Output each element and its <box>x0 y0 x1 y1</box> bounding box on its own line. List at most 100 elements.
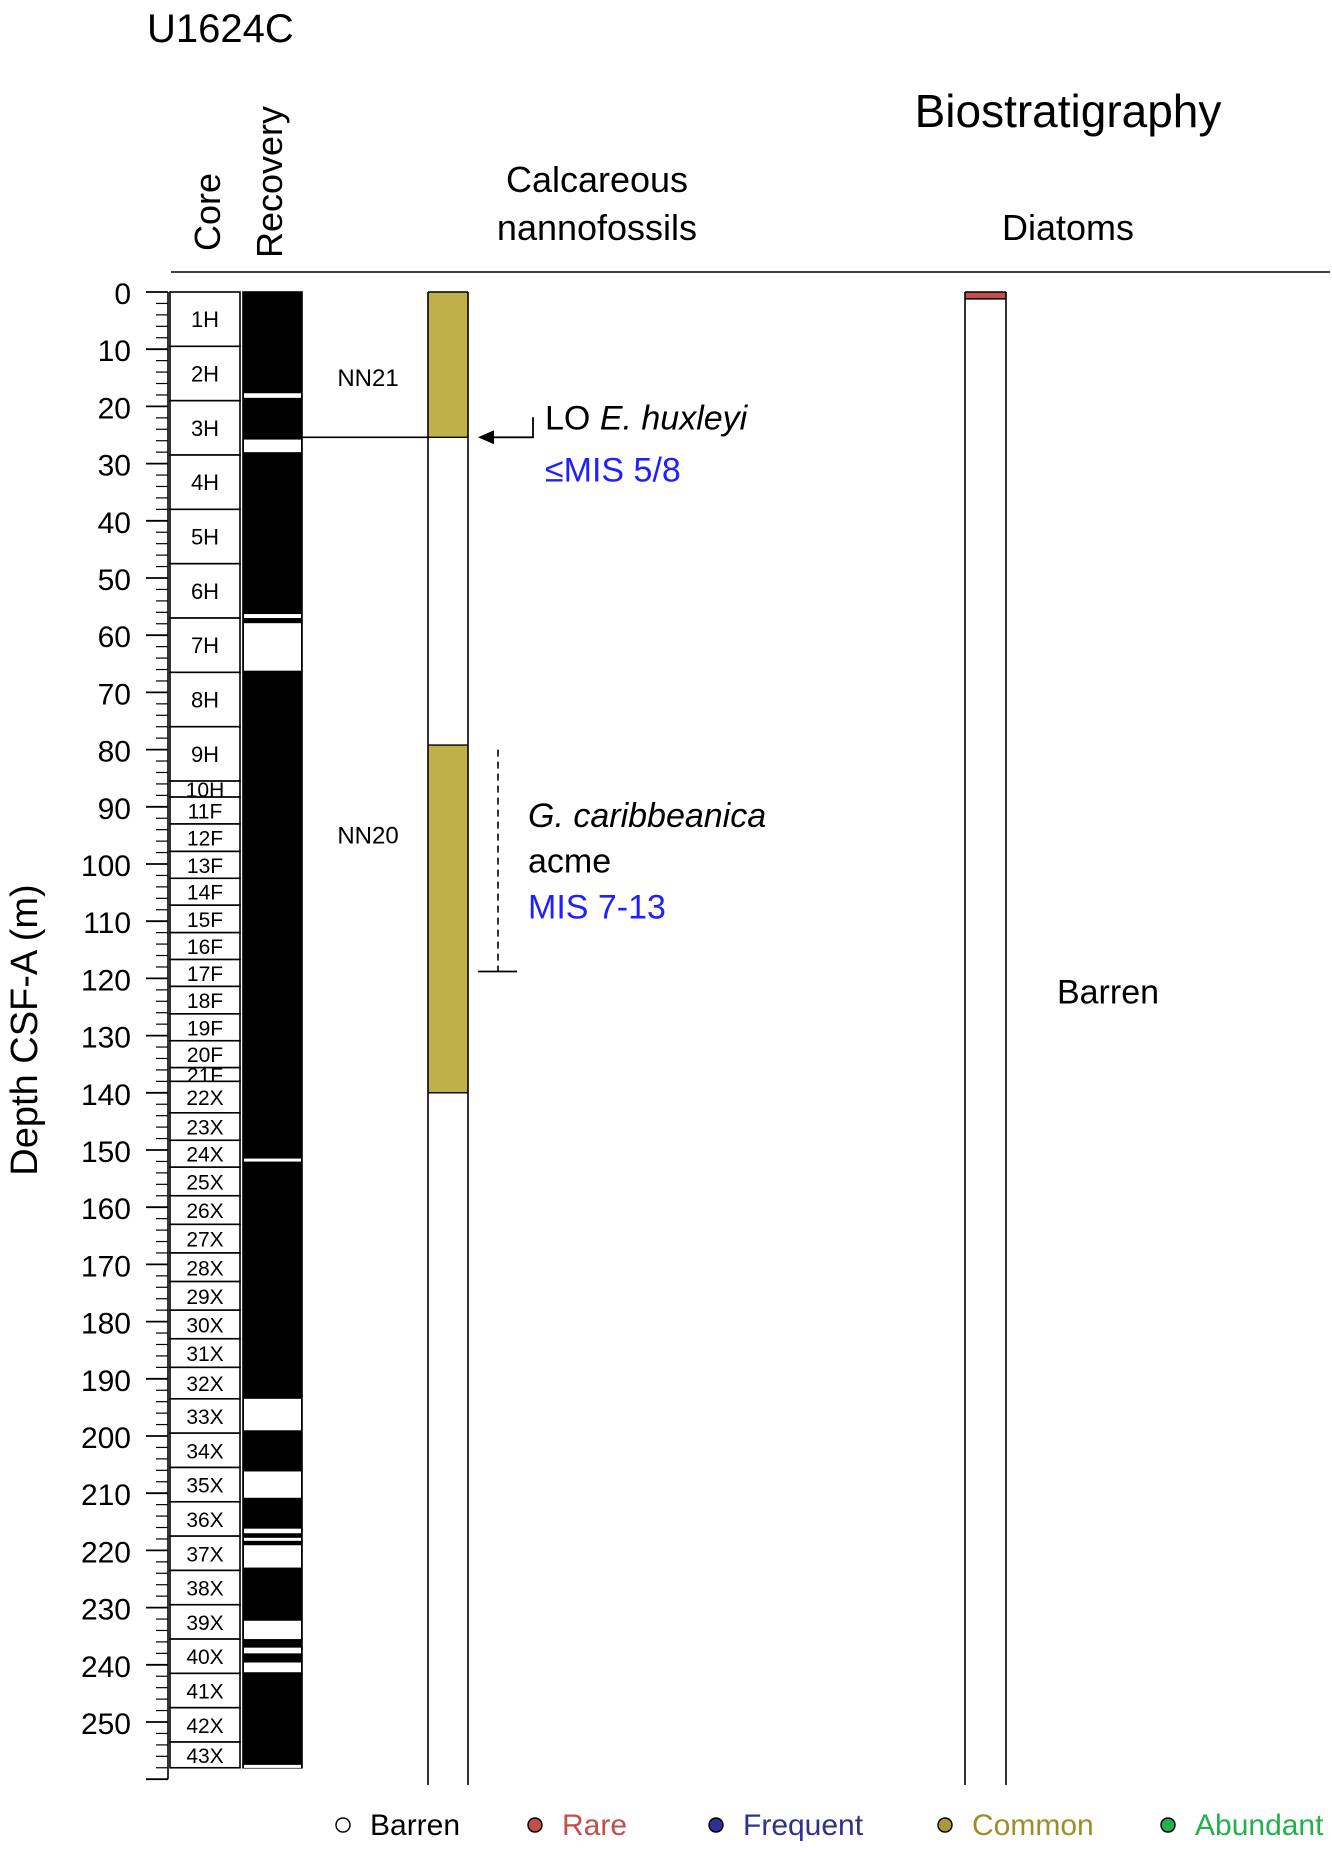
core-label: 22X <box>186 1087 223 1110</box>
core-box <box>169 1166 241 1197</box>
y-tick-label: 0 <box>114 278 131 311</box>
nannofossil-interval <box>428 745 468 1093</box>
depth-axis: 0 10 20 30 40 50 60 70 80 90 100 110 120 130 140 150 160… <box>81 278 169 1781</box>
core-box <box>169 1139 241 1168</box>
y-tick-label: 100 <box>81 850 131 883</box>
recovery-gap <box>244 439 301 453</box>
core-label: 35X <box>186 1475 223 1498</box>
core-box <box>169 562 241 619</box>
y-tick-label: 170 <box>81 1250 131 1283</box>
recovery-gap <box>244 1764 301 1768</box>
core-box <box>169 1366 241 1400</box>
calcareous-header-line2: nannofossils <box>497 207 697 248</box>
y-tick-label: 110 <box>83 907 131 940</box>
core-box <box>169 958 241 988</box>
y-axis-label: Depth CSF-A (m) <box>4 884 46 1175</box>
site-title: U1624C <box>147 7 294 51</box>
core-box <box>169 1535 241 1572</box>
y-tick-label: 20 <box>98 392 131 425</box>
core-label: 37X <box>186 1543 223 1566</box>
core-label: 18F <box>187 990 223 1013</box>
nannofossil-zones: NN21 NN20 <box>302 365 430 849</box>
recovery-column <box>242 291 303 1769</box>
core-label: 9H <box>191 742 219 767</box>
core-label: 28X <box>186 1257 223 1280</box>
biostratigraphy-header: Biostratigraphy <box>915 85 1222 137</box>
core-box <box>169 1569 241 1606</box>
recovery-gap <box>244 1398 301 1431</box>
core-label: 8H <box>191 688 219 713</box>
recovery-gap <box>244 1537 301 1541</box>
legend-label-frequent: Frequent <box>743 1809 864 1842</box>
core-label: 19F <box>187 1017 223 1040</box>
datum-mis-label: ≤MIS 5/8 <box>545 451 681 489</box>
core-box <box>169 725 241 782</box>
nannofossil-interval <box>428 1092 468 1785</box>
acme-label: acme <box>528 843 611 881</box>
recovery-gap <box>244 623 301 671</box>
core-label: 33X <box>186 1406 223 1429</box>
core-label: 4H <box>191 470 219 495</box>
y-tick-label: 210 <box>81 1479 131 1512</box>
y-tick-label: 140 <box>81 1079 131 1112</box>
legend-marker-rare <box>527 1817 543 1833</box>
legend-label-common: Common <box>972 1809 1094 1842</box>
core-label: 30X <box>186 1314 223 1337</box>
y-tick-label: 230 <box>81 1594 131 1627</box>
core-label: 7H <box>191 633 219 658</box>
nannofossil-interval <box>428 292 468 438</box>
abundance-legend: Barren Rare Frequent Common Abundant <box>335 1809 1324 1842</box>
datum-species: E. huxleyi <box>600 399 749 437</box>
core-box <box>169 1398 241 1434</box>
recovery-gap <box>244 393 301 398</box>
y-tick-label: 200 <box>81 1422 131 1455</box>
core-label: 39X <box>186 1612 223 1635</box>
core-label: 2H <box>191 362 219 387</box>
calcareous-header-line1: Calcareous <box>506 159 688 200</box>
core-label: 38X <box>186 1578 223 1601</box>
y-tick-label: 70 <box>98 678 131 711</box>
acme-mis-label: MIS 7-13 <box>528 888 666 926</box>
y-tick-label: 250 <box>81 1708 131 1741</box>
diatom-interval <box>965 292 1006 299</box>
legend-marker-common <box>937 1817 953 1833</box>
y-tick-label: 30 <box>98 450 131 483</box>
core-box <box>169 1638 241 1675</box>
datum-prefix: LO <box>545 399 600 437</box>
recovery-gap <box>244 1647 301 1654</box>
core-label: 42X <box>186 1715 223 1738</box>
recovery-gap <box>244 1158 301 1162</box>
zone-label: NN21 <box>337 365 398 392</box>
legend-label-abundant: Abundant <box>1195 1809 1324 1842</box>
core-label: 13F <box>187 855 223 878</box>
recovery-gap <box>244 1528 301 1534</box>
core-box <box>169 1080 241 1114</box>
recovery-header: Recovery <box>249 106 290 258</box>
core-box <box>169 796 241 825</box>
diatoms-barren-label: Barren <box>1057 974 1159 1012</box>
acme-species-label: G. caribbeanica <box>528 797 766 835</box>
core-column: 1H2H3H4H5H6H7H8H9H10H11F12F13F14F15F16F1… <box>169 291 241 1769</box>
core-box <box>169 1466 241 1503</box>
core-label: 5H <box>191 525 219 550</box>
core-box <box>169 823 241 853</box>
core-box <box>169 454 241 511</box>
core-label: 12F <box>187 828 223 851</box>
y-tick-label: 240 <box>81 1651 131 1684</box>
core-label: 14F <box>187 882 223 905</box>
core-label: 15F <box>187 909 223 932</box>
datum-label: LO E. huxleyi <box>545 399 749 437</box>
y-tick-label: 130 <box>81 1022 131 1055</box>
core-label: 36X <box>186 1509 223 1532</box>
core-header: Core <box>187 173 228 251</box>
diatoms-header: Diatoms <box>1002 207 1134 248</box>
legend-marker-frequent <box>708 1817 724 1833</box>
y-tick-label: 50 <box>98 564 131 597</box>
core-box <box>169 345 241 402</box>
legend-marker-abundant <box>1160 1817 1176 1833</box>
core-label: 23X <box>186 1117 223 1140</box>
core-label: 29X <box>186 1286 223 1309</box>
y-tick-label: 10 <box>98 335 131 368</box>
core-label: 3H <box>191 416 219 441</box>
recovery-gap <box>244 1662 301 1673</box>
